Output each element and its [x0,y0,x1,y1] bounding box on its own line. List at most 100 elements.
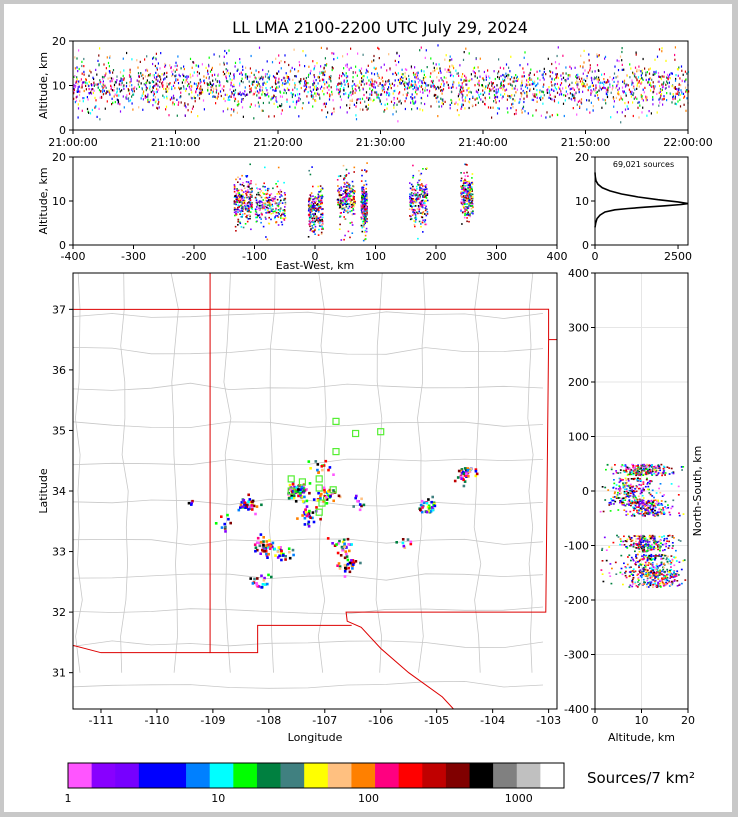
source-point [223,97,225,100]
source-point [234,207,236,209]
source-point [247,500,250,503]
source-point [365,206,367,208]
source-point [555,76,557,80]
source-point [289,487,292,491]
source-point [110,84,112,87]
source-point [279,546,282,549]
source-point [474,72,476,75]
source-point [659,88,662,91]
source-point [477,66,479,69]
source-point [225,77,227,80]
source-point [363,184,365,186]
source-point [338,194,341,197]
source-point [255,582,258,585]
source-point [563,94,565,97]
source-point [77,82,79,85]
source-point [147,95,149,98]
source-point [351,232,354,234]
source-point [287,497,291,500]
source-point [314,197,316,200]
source-point [246,175,249,177]
source-point [417,212,419,215]
source-point [364,238,367,240]
source-point [259,194,262,197]
source-point [121,89,123,92]
source-point [379,99,381,102]
source-point [596,53,598,56]
source-point [339,205,341,207]
source-point [491,88,493,91]
source-point [650,89,652,92]
source-point [413,205,415,207]
source-point [403,546,407,549]
source-point [606,93,608,96]
source-point [652,466,655,468]
source-point [362,210,364,212]
source-point [454,102,456,105]
source-point [109,71,111,74]
source-point [460,179,462,182]
source-point [468,188,471,190]
source-point [346,558,350,562]
source-point [260,218,262,220]
source-point [272,212,274,214]
source-point [304,65,306,68]
source-point [389,67,391,70]
source-point [409,86,411,89]
source-point [515,76,518,80]
source-point [667,74,670,78]
source-point [367,107,369,110]
source-point [309,212,311,215]
source-point [549,70,551,73]
source-point [79,99,81,102]
source-point [307,236,310,238]
source-point [417,205,420,207]
source-point [349,195,351,198]
altitude-time-panel: 21:00:00 21:10:00 21:20:00 21:30:00 21:40:00… [37,35,713,149]
source-point [261,201,263,204]
source-point [422,231,424,233]
source-point [655,471,657,473]
source-point [120,79,122,82]
source-point [366,198,368,200]
source-point [260,221,262,224]
source-point [460,177,463,180]
source-point [500,85,502,88]
y-tick-label: 10 [575,195,589,208]
source-point [339,215,341,218]
source-point [550,97,552,100]
source-point [317,193,320,196]
source-point [159,80,161,83]
source-point [391,82,393,85]
source-point [308,199,311,201]
source-point [636,82,639,85]
source-point [498,86,501,89]
source-point [342,196,344,199]
source-point [583,84,585,87]
source-point [384,83,386,86]
source-point [190,110,192,114]
source-point [426,167,428,170]
source-point [263,81,265,84]
source-point [236,111,238,114]
source-point [268,76,270,79]
source-point [425,196,427,198]
source-point [328,93,331,96]
source-point [353,213,356,215]
source-point [325,81,328,84]
source-point [457,469,461,473]
source-point [536,84,538,87]
source-point [266,73,268,76]
source-point [308,86,310,89]
source-point [463,172,465,174]
source-point [130,80,132,83]
source-point [81,72,83,75]
source-point [593,88,595,91]
source-point [82,100,84,103]
source-point [453,479,457,483]
source-point [141,74,143,77]
source-point [238,92,241,96]
county-line [170,273,179,673]
source-point [239,84,241,87]
source-point [187,501,191,505]
